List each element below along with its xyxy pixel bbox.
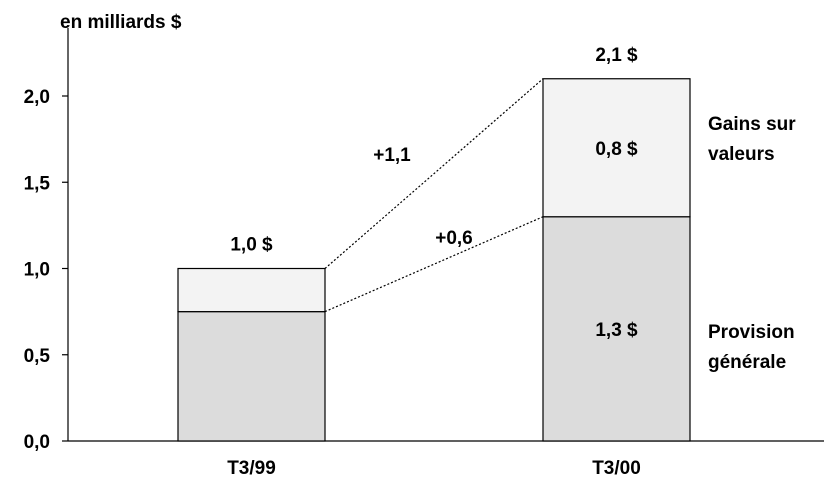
change-dotted-line [324, 216, 544, 313]
series-label-gains-line2: valeurs [708, 144, 775, 165]
y-tick-label: 1,5 [24, 173, 51, 194]
bar-segment-value-label: 0,8 $ [595, 139, 638, 160]
bars-group [177, 78, 691, 442]
change-lines-group [324, 78, 544, 313]
bar-segment [542, 216, 691, 442]
bar-total-label: 2,1 $ [595, 45, 638, 66]
y-tick-label: 2,0 [24, 87, 50, 108]
y-axis-unit-label: en milliards $ [60, 12, 182, 33]
bar-segment [177, 311, 326, 442]
bar-segment-value-label: 1,3 $ [595, 320, 638, 341]
y-tick-label: 0,0 [24, 432, 50, 453]
x-category-label: T3/99 [227, 458, 276, 479]
change-dotted-line [324, 78, 544, 269]
labels-group: 0,0 0,5 1,0 1,5 2,0 en milliards $ 1,0 $ T3/99 1… [24, 12, 797, 479]
change-label-provision: +0,6 [435, 228, 473, 249]
series-label-provision-line2: générale [708, 352, 786, 373]
bar-segment [542, 78, 691, 218]
bar-total-label: 1,0 $ [230, 235, 273, 256]
series-label-provision-line1: Provision [708, 322, 795, 343]
bar-segment [177, 267, 326, 313]
x-category-label: T3/00 [592, 458, 641, 479]
y-tick-label: 1,0 [24, 260, 50, 281]
y-tick-label: 0,5 [24, 346, 51, 367]
change-label-total: +1,1 [373, 145, 411, 166]
series-label-gains-line1: Gains sur [708, 114, 796, 135]
